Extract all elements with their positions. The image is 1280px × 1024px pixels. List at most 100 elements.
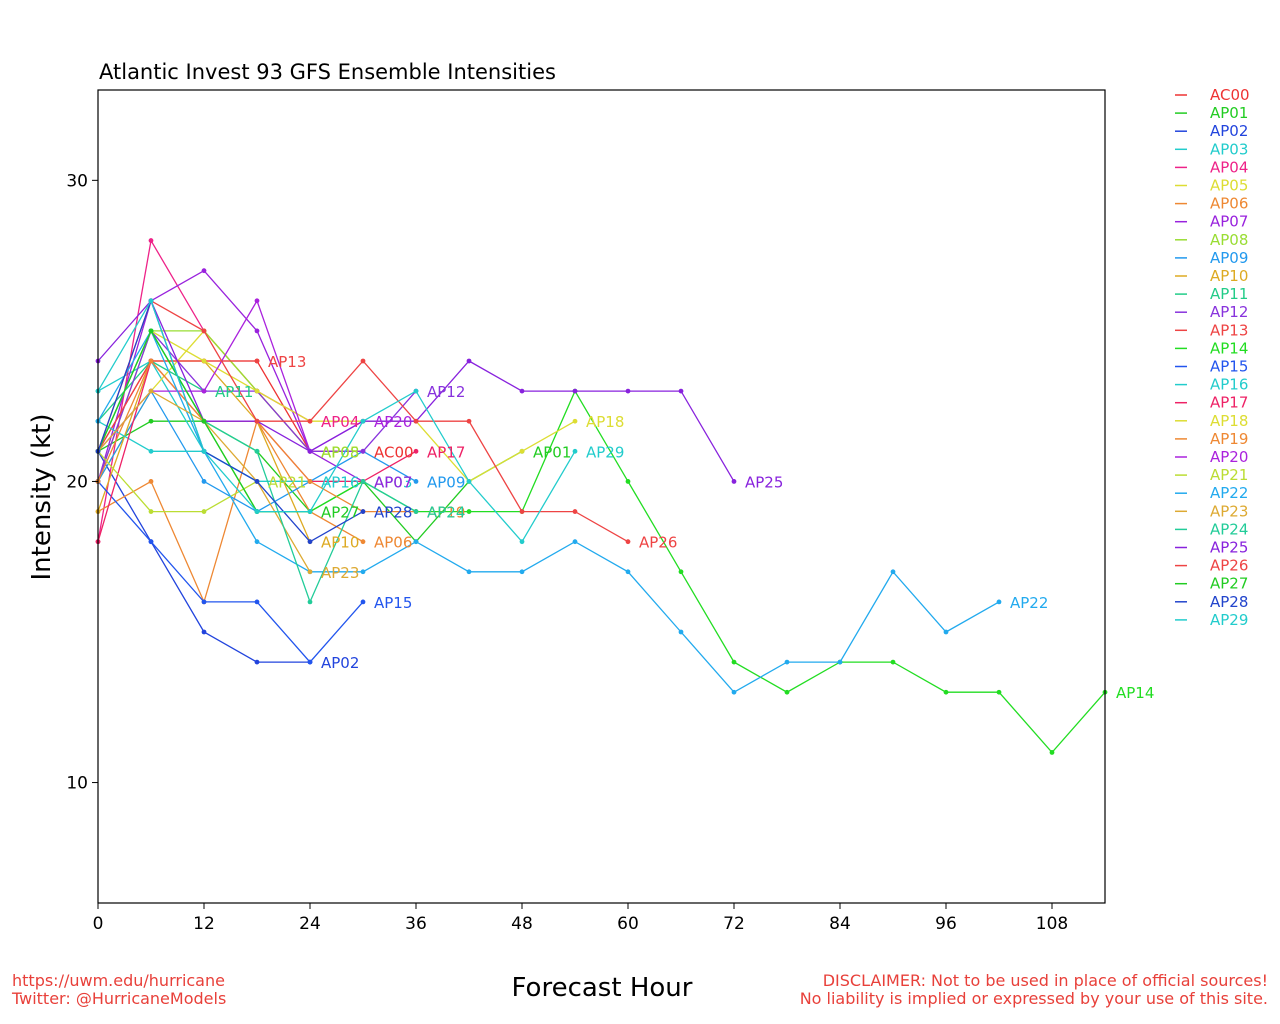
data-point-ap29 bbox=[519, 539, 525, 545]
data-point-ap28 bbox=[307, 539, 313, 545]
data-point-ap27 bbox=[148, 328, 154, 334]
end-label-ap06: AP06 bbox=[374, 534, 412, 552]
legend-label-ap28: AP28 bbox=[1210, 593, 1248, 611]
data-point-ap22 bbox=[360, 569, 366, 575]
axes: 0 12 24 36 48 60 72 84 96 108 10 20 30 bbox=[66, 89, 1106, 934]
legend-label-ap19: AP19 bbox=[1210, 430, 1248, 448]
data-point-ap14 bbox=[890, 659, 896, 665]
end-label-ap24: AP24 bbox=[427, 504, 465, 522]
legend-label-ac00: AC00 bbox=[1210, 86, 1250, 104]
data-point-ap15 bbox=[360, 599, 366, 605]
series-line-ap22 bbox=[97, 329, 1000, 694]
data-point-ap15 bbox=[254, 599, 260, 605]
data-point-ap19 bbox=[148, 358, 154, 364]
end-label-ap04: AP04 bbox=[321, 413, 359, 431]
end-label-ap02: AP02 bbox=[321, 654, 359, 672]
data-point-ap26 bbox=[201, 328, 207, 334]
data-point-ap22 bbox=[413, 539, 419, 545]
data-point-ap14 bbox=[996, 689, 1002, 695]
legend-label-ap17: AP17 bbox=[1210, 394, 1248, 412]
data-point-ap25 bbox=[519, 388, 525, 394]
legend-label-ap05: AP05 bbox=[1210, 177, 1248, 195]
data-point-ap09 bbox=[413, 479, 419, 484]
legend-label-ap29: AP29 bbox=[1210, 611, 1248, 629]
data-point-ap25 bbox=[307, 448, 313, 454]
x-tick-label: 0 bbox=[93, 914, 104, 934]
y-tick-label: 10 bbox=[66, 774, 88, 794]
end-label-ap29: AP29 bbox=[586, 443, 624, 461]
data-point-ap24 bbox=[360, 479, 366, 484]
series-layer bbox=[95, 238, 1108, 755]
data-point-ap29 bbox=[572, 448, 578, 454]
data-point-ap07 bbox=[201, 268, 207, 274]
data-point-ap14 bbox=[678, 569, 684, 575]
data-point-ap18 bbox=[519, 448, 525, 454]
end-label-ap21: AP21 bbox=[268, 473, 306, 491]
data-point-ap26 bbox=[519, 509, 525, 514]
data-point-ap14 bbox=[1049, 750, 1055, 755]
data-point-ap25 bbox=[625, 388, 631, 394]
data-point-ap22 bbox=[943, 629, 949, 635]
legend-label-ap23: AP23 bbox=[1210, 502, 1248, 520]
data-point-ap26 bbox=[413, 418, 419, 424]
data-point-ap24 bbox=[307, 599, 313, 605]
data-point-ap28 bbox=[254, 479, 260, 484]
data-point-ap29 bbox=[466, 479, 472, 484]
x-tick-label: 72 bbox=[723, 914, 745, 934]
data-point-ap23 bbox=[307, 569, 313, 575]
data-point-ap22 bbox=[837, 659, 843, 665]
legend-label-ap07: AP07 bbox=[1210, 213, 1248, 231]
data-point-ap01 bbox=[148, 418, 154, 424]
data-point-ap26 bbox=[572, 509, 578, 514]
data-point-ap27 bbox=[201, 418, 207, 424]
end-label-ap26: AP26 bbox=[639, 534, 677, 552]
end-label-ap03: AP03 bbox=[374, 473, 412, 491]
end-label-ap16: AP16 bbox=[321, 473, 359, 491]
series-line-ap12 bbox=[97, 329, 417, 482]
end-label-ap15: AP15 bbox=[374, 594, 412, 612]
legend-label-ap15: AP15 bbox=[1210, 358, 1248, 376]
source-link[interactable]: https://uwm.edu/hurricane bbox=[12, 971, 225, 990]
data-point-ap22 bbox=[678, 629, 684, 635]
data-point-ap22 bbox=[254, 539, 260, 545]
x-tick-label: 96 bbox=[935, 914, 957, 934]
data-point-ap02 bbox=[201, 629, 207, 635]
data-point-ap18 bbox=[254, 388, 260, 394]
data-point-ap26 bbox=[466, 418, 472, 424]
end-label-ap11: AP11 bbox=[215, 383, 253, 401]
disclaimer-line-1: DISCLAIMER: Not to be used in place of o… bbox=[822, 971, 1268, 990]
data-point-ap29 bbox=[360, 418, 366, 424]
data-point-ap22 bbox=[625, 569, 631, 575]
data-point-ap15 bbox=[201, 599, 207, 605]
end-label-ap17: AP17 bbox=[427, 443, 465, 461]
data-point-ap22 bbox=[466, 569, 472, 575]
y-tick-label: 30 bbox=[66, 171, 88, 191]
x-tick-label: 84 bbox=[829, 914, 851, 934]
x-tick-label: 36 bbox=[405, 914, 427, 934]
legend-label-ap27: AP27 bbox=[1210, 575, 1248, 593]
twitter-handle: Twitter: @HurricaneModels bbox=[12, 989, 227, 1008]
legend: AC00AP01AP02AP03AP04AP05AP06AP07AP08AP09… bbox=[1175, 86, 1250, 629]
data-point-ap12 bbox=[360, 448, 366, 454]
data-point-ap04 bbox=[148, 238, 154, 243]
end-label-ap13: AP13 bbox=[268, 353, 306, 371]
legend-label-ap16: AP16 bbox=[1210, 376, 1248, 394]
x-axis-label: Forecast Hour bbox=[512, 973, 693, 1003]
x-tick-label: 12 bbox=[193, 914, 215, 934]
end-label-ap28: AP28 bbox=[374, 504, 412, 522]
data-point-ap24 bbox=[254, 448, 260, 454]
legend-label-ap20: AP20 bbox=[1210, 448, 1248, 466]
data-point-ap22 bbox=[519, 569, 525, 575]
data-point-ap07 bbox=[254, 328, 260, 334]
data-point-ap18 bbox=[201, 358, 207, 364]
legend-label-ap04: AP04 bbox=[1210, 158, 1248, 176]
end-label-ap05: AP05 bbox=[321, 443, 359, 461]
end-label-ap23: AP23 bbox=[321, 564, 359, 582]
chart-title: Atlantic Invest 93 GFS Ensemble Intensit… bbox=[99, 60, 556, 84]
data-point-ap25 bbox=[572, 388, 578, 394]
series-line-ap19 bbox=[97, 359, 416, 513]
data-point-ap20 bbox=[254, 298, 260, 304]
data-point-ap22 bbox=[784, 659, 790, 665]
end-label-ap01: AP01 bbox=[533, 443, 571, 461]
data-point-ap26 bbox=[254, 418, 260, 424]
